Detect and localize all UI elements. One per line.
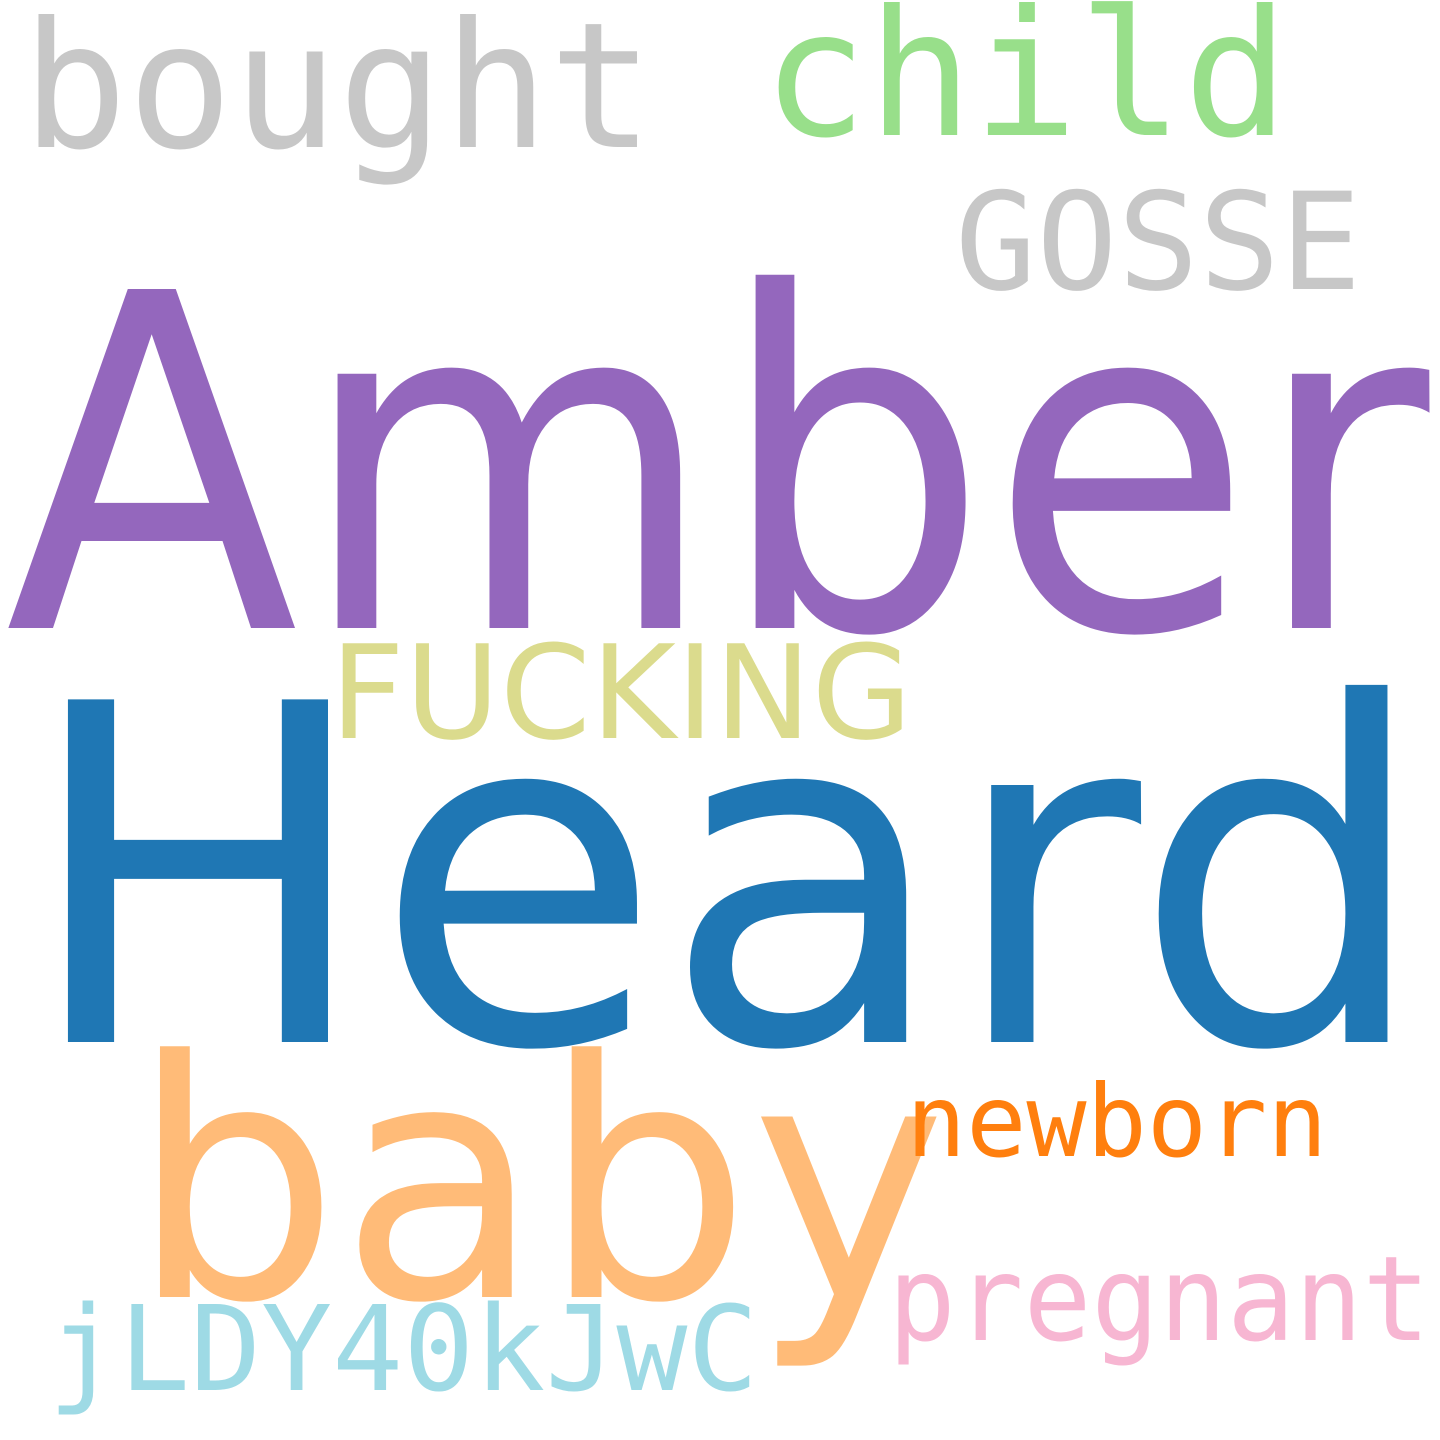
- word-amber: Amber: [5, 196, 1430, 738]
- word-child: child: [762, 0, 1289, 177]
- word-bought: bought: [22, 0, 655, 189]
- word-newborn: newborn: [906, 1063, 1328, 1180]
- word-pregnant: pregnant: [888, 1230, 1431, 1368]
- word-baby: baby: [130, 991, 947, 1375]
- word-gosse: GOSSE: [955, 164, 1362, 321]
- word-heard: Heard: [22, 606, 1430, 1153]
- word-jldy40kjwc: jLDY40kJwC: [48, 1280, 759, 1418]
- word-fucking: FUCKING: [330, 617, 913, 769]
